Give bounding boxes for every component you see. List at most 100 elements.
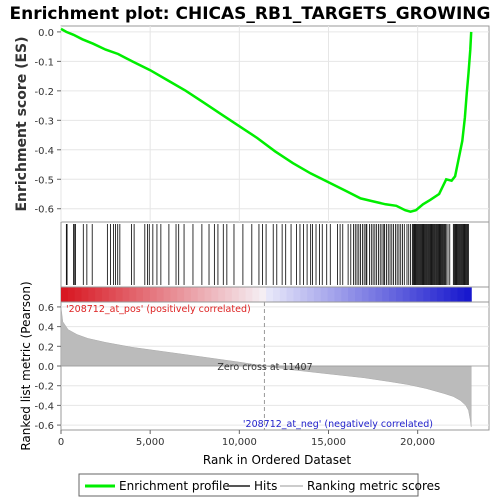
heatmap-cell bbox=[382, 287, 390, 302]
metric-y-tick-label: -0.2 bbox=[34, 382, 54, 393]
heatmap-cell bbox=[190, 287, 199, 302]
heatmap-cell bbox=[245, 287, 254, 302]
heatmap-cell bbox=[238, 287, 247, 302]
es-panel-frame bbox=[60, 25, 490, 223]
x-tick-label: 15,000 bbox=[311, 437, 346, 448]
heatmap-cell bbox=[279, 287, 288, 302]
rank-heatmap bbox=[61, 287, 472, 302]
legend-label-ranking-metric: Ranking metric scores bbox=[307, 479, 440, 493]
metric-y-tick-label: -0.4 bbox=[34, 401, 54, 412]
heatmap-cell bbox=[170, 287, 178, 302]
metric-y-tick-label: 0.0 bbox=[38, 362, 54, 373]
heatmap-cell bbox=[354, 287, 363, 302]
heatmap-cell bbox=[361, 287, 370, 302]
heatmap-cell bbox=[252, 287, 260, 302]
heatmap-cell bbox=[416, 287, 424, 302]
heatmap-cell bbox=[436, 287, 445, 302]
enrichment-profile-line bbox=[60, 27, 473, 213]
es-y-tick-label: -0.5 bbox=[34, 175, 54, 186]
x-axis-ticks: 0 5,000 10,000 15,000 20,000 bbox=[58, 430, 435, 448]
es-curve-group bbox=[60, 27, 473, 213]
metric-y-tick-label: 0.2 bbox=[38, 342, 54, 353]
heatmap-cell bbox=[149, 287, 158, 302]
ranked-metric-area-group bbox=[60, 306, 489, 428]
heatmap-cell bbox=[102, 287, 110, 302]
es-y-tick-label: -0.1 bbox=[34, 57, 54, 68]
heatmap-cell bbox=[184, 287, 192, 302]
heatmap-cell bbox=[443, 287, 452, 302]
es-y-tick-label: 0.0 bbox=[38, 28, 54, 39]
metric-y-axis-label: Ranked list metric (Pearson) bbox=[19, 281, 33, 450]
heatmap-cell bbox=[327, 287, 336, 302]
es-y-tick-label: -0.3 bbox=[34, 116, 54, 127]
pos-correlated-label: '208712_at_pos' (positively correlated) bbox=[66, 304, 251, 315]
heatmap-cell bbox=[395, 287, 404, 302]
hit-markers bbox=[65, 224, 469, 285]
es-y-tick-label: -0.2 bbox=[34, 87, 54, 98]
ranking-metric-area bbox=[60, 306, 472, 428]
heatmap-cell bbox=[341, 287, 349, 302]
heatmap-cell bbox=[122, 287, 130, 302]
heatmap-cell bbox=[231, 287, 240, 302]
heatmap-cell bbox=[450, 287, 459, 302]
es-y-tick-label: -0.6 bbox=[34, 205, 54, 216]
metric-y-tick-label: -0.6 bbox=[34, 421, 54, 432]
legend-label-hits: Hits bbox=[254, 479, 277, 493]
heatmap-cell bbox=[115, 287, 124, 302]
zero-cross-label: Zero cross at 11407 bbox=[217, 362, 312, 373]
metric-y-axis-ticks: 0.6 0.4 0.2 0.0 -0.2 -0.4 -0.6 bbox=[34, 303, 61, 432]
heatmap-cell bbox=[129, 287, 137, 302]
heatmap-cell bbox=[368, 287, 377, 302]
x-tick-label: 10,000 bbox=[222, 437, 257, 448]
heatmap-cell bbox=[272, 287, 281, 302]
heatmap-cell bbox=[307, 287, 315, 302]
heatmap-cell bbox=[108, 287, 117, 302]
heatmap-cell bbox=[88, 287, 96, 302]
heatmap-cell bbox=[334, 287, 342, 302]
heatmap-cell bbox=[464, 287, 472, 302]
heatmap-cell bbox=[409, 287, 418, 302]
heatmap-cell bbox=[143, 287, 151, 302]
heatmap-cell bbox=[225, 287, 233, 302]
heatmap-cell bbox=[430, 287, 438, 302]
legend-label-enrichment-profile: Enrichment profile bbox=[119, 479, 230, 493]
heatmap-cell bbox=[156, 287, 165, 302]
heatmap-cell bbox=[163, 287, 171, 302]
x-tick-label: 0 bbox=[58, 437, 64, 448]
heatmap-cell bbox=[293, 287, 301, 302]
heatmap-cell bbox=[266, 287, 274, 302]
heatmap-cell bbox=[286, 287, 295, 302]
heatmap-cell bbox=[81, 287, 89, 302]
x-axis-label: Rank in Ordered Dataset bbox=[203, 453, 351, 467]
heatmap-cell bbox=[423, 287, 431, 302]
heatmap-cell bbox=[375, 287, 383, 302]
heatmap-cell bbox=[402, 287, 411, 302]
metric-y-tick-label: 0.4 bbox=[38, 323, 54, 334]
heatmap-cell bbox=[259, 287, 267, 302]
legend: Enrichment profile Hits Ranking metric s… bbox=[78, 473, 440, 497]
heatmap-cell bbox=[457, 287, 465, 302]
heatmap-cell bbox=[313, 287, 322, 302]
heatmap-cell bbox=[348, 287, 356, 302]
x-tick-label: 20,000 bbox=[400, 437, 435, 448]
metric-y-tick-label: 0.6 bbox=[38, 303, 54, 314]
heatmap-cell bbox=[74, 287, 83, 302]
heatmap-cell bbox=[320, 287, 329, 302]
heatmap-cell bbox=[95, 287, 103, 302]
chart-title: Enrichment plot: CHICAS_RB1_TARGETS_GROW… bbox=[10, 4, 491, 24]
heatmap-cell bbox=[389, 287, 397, 302]
es-y-tick-label: -0.4 bbox=[34, 146, 54, 157]
heatmap-cell bbox=[197, 287, 206, 302]
heatmap-cell bbox=[67, 287, 76, 302]
heatmap-cell bbox=[61, 287, 69, 302]
heatmap-cell bbox=[300, 287, 308, 302]
heatmap-cell bbox=[177, 287, 185, 302]
es-y-axis-label: Enrichment score (ES) bbox=[14, 36, 30, 211]
neg-correlated-label: '208712_at_neg' (negatively correlated) bbox=[243, 419, 433, 430]
heatmap-cell bbox=[211, 287, 219, 302]
heatmap-cell bbox=[204, 287, 212, 302]
x-tick-label: 5,000 bbox=[136, 437, 165, 448]
heatmap-cell bbox=[136, 287, 144, 302]
heatmap-cell bbox=[218, 287, 226, 302]
